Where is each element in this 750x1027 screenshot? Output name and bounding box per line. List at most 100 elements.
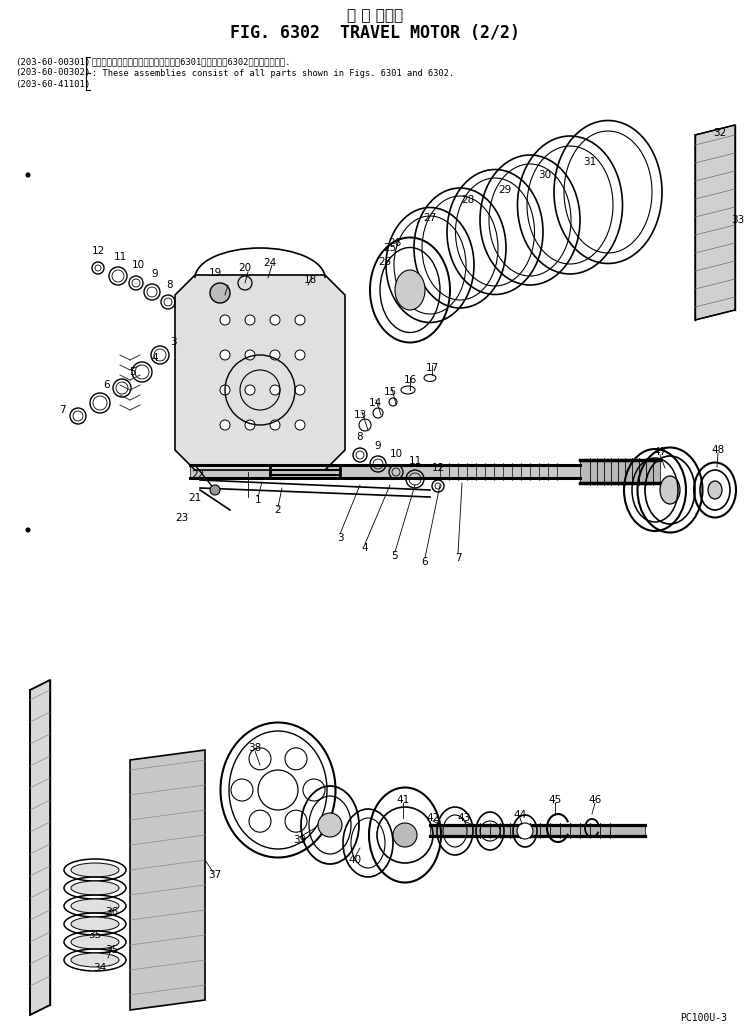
Polygon shape bbox=[580, 460, 660, 483]
Ellipse shape bbox=[660, 476, 680, 504]
Text: 16: 16 bbox=[404, 375, 417, 385]
Ellipse shape bbox=[71, 881, 119, 895]
Text: 26: 26 bbox=[388, 238, 402, 248]
Circle shape bbox=[245, 315, 255, 325]
Text: 19: 19 bbox=[209, 268, 222, 278]
Circle shape bbox=[220, 385, 230, 395]
Text: 38: 38 bbox=[248, 743, 262, 753]
Text: 3: 3 bbox=[170, 337, 176, 347]
Circle shape bbox=[318, 813, 342, 837]
Text: 25: 25 bbox=[378, 257, 392, 267]
Text: 47: 47 bbox=[653, 447, 667, 457]
Text: 13: 13 bbox=[353, 410, 367, 420]
Circle shape bbox=[393, 823, 417, 847]
Text: (203-60-41101): (203-60-41101) bbox=[15, 79, 90, 88]
Text: 32: 32 bbox=[713, 128, 727, 138]
Text: 37: 37 bbox=[209, 870, 222, 880]
Circle shape bbox=[270, 315, 280, 325]
Circle shape bbox=[245, 420, 255, 430]
Text: 9: 9 bbox=[375, 441, 381, 451]
Text: 25: 25 bbox=[383, 243, 397, 253]
Polygon shape bbox=[175, 275, 345, 470]
Text: (203-60-00302): (203-60-00302) bbox=[15, 69, 90, 77]
Polygon shape bbox=[30, 680, 50, 1015]
Ellipse shape bbox=[71, 953, 119, 967]
Text: 44: 44 bbox=[513, 810, 526, 820]
Text: 11: 11 bbox=[113, 252, 127, 262]
Circle shape bbox=[285, 810, 307, 832]
Text: 22: 22 bbox=[191, 470, 205, 480]
Circle shape bbox=[295, 420, 305, 430]
Circle shape bbox=[249, 810, 271, 832]
Text: 29: 29 bbox=[498, 185, 512, 195]
Text: 6: 6 bbox=[422, 557, 428, 567]
Text: 28: 28 bbox=[461, 195, 475, 205]
Text: 7: 7 bbox=[58, 405, 65, 415]
Text: 7: 7 bbox=[454, 553, 461, 563]
Polygon shape bbox=[190, 465, 580, 478]
Ellipse shape bbox=[708, 481, 722, 499]
Circle shape bbox=[270, 385, 280, 395]
Text: 5: 5 bbox=[392, 551, 398, 561]
Text: PC100U-3: PC100U-3 bbox=[680, 1013, 727, 1023]
Text: 9: 9 bbox=[152, 269, 158, 279]
Ellipse shape bbox=[395, 270, 425, 310]
Text: : These assemblies consist of all parts shown in Figs. 6301 and 6302.: : These assemblies consist of all parts … bbox=[92, 69, 454, 77]
Text: 2: 2 bbox=[274, 505, 281, 515]
Text: 10: 10 bbox=[131, 260, 145, 270]
Ellipse shape bbox=[71, 863, 119, 877]
Circle shape bbox=[245, 350, 255, 360]
Circle shape bbox=[210, 485, 220, 495]
Text: 33: 33 bbox=[731, 215, 745, 225]
Circle shape bbox=[245, 385, 255, 395]
Text: 36: 36 bbox=[105, 907, 118, 917]
Text: 4: 4 bbox=[152, 353, 158, 363]
Circle shape bbox=[220, 350, 230, 360]
Circle shape bbox=[26, 173, 30, 177]
Circle shape bbox=[26, 528, 30, 532]
Text: 45: 45 bbox=[548, 795, 562, 805]
Circle shape bbox=[303, 779, 325, 801]
Circle shape bbox=[231, 779, 253, 801]
Ellipse shape bbox=[71, 917, 119, 931]
Text: 43: 43 bbox=[458, 813, 471, 823]
Text: 34: 34 bbox=[93, 963, 106, 973]
Circle shape bbox=[210, 283, 230, 303]
Circle shape bbox=[220, 420, 230, 430]
Circle shape bbox=[220, 315, 230, 325]
Text: 21: 21 bbox=[188, 493, 202, 503]
Text: 14: 14 bbox=[368, 398, 382, 408]
Text: 46: 46 bbox=[588, 795, 602, 805]
Text: 40: 40 bbox=[349, 855, 361, 865]
Text: 31: 31 bbox=[584, 157, 597, 167]
Text: 4: 4 bbox=[362, 543, 368, 553]
Text: 5: 5 bbox=[130, 367, 136, 377]
Circle shape bbox=[517, 823, 533, 839]
Text: 48: 48 bbox=[711, 445, 724, 455]
Text: 30: 30 bbox=[538, 170, 551, 180]
Ellipse shape bbox=[71, 935, 119, 949]
Polygon shape bbox=[695, 125, 735, 320]
Text: 20: 20 bbox=[238, 263, 251, 273]
Circle shape bbox=[249, 748, 271, 770]
Circle shape bbox=[295, 385, 305, 395]
Text: 27: 27 bbox=[423, 213, 436, 223]
Text: 23: 23 bbox=[176, 514, 189, 523]
Text: 12: 12 bbox=[431, 463, 445, 473]
Text: 15: 15 bbox=[383, 387, 397, 397]
Circle shape bbox=[285, 748, 307, 770]
Text: 18: 18 bbox=[303, 275, 316, 286]
Text: 1: 1 bbox=[255, 495, 261, 505]
Text: 39: 39 bbox=[293, 835, 307, 845]
Circle shape bbox=[295, 315, 305, 325]
Text: 42: 42 bbox=[426, 813, 439, 823]
Text: これらのアッセンブリの構成部品は第6301図および第6302図まで含みます.: これらのアッセンブリの構成部品は第6301図および第6302図まで含みます. bbox=[92, 58, 292, 67]
Text: 35: 35 bbox=[105, 945, 118, 955]
Circle shape bbox=[270, 420, 280, 430]
Circle shape bbox=[295, 350, 305, 360]
Polygon shape bbox=[430, 825, 645, 836]
Text: 24: 24 bbox=[263, 258, 277, 268]
Text: 3: 3 bbox=[337, 533, 344, 543]
Text: 17: 17 bbox=[425, 363, 439, 373]
Polygon shape bbox=[130, 750, 205, 1010]
